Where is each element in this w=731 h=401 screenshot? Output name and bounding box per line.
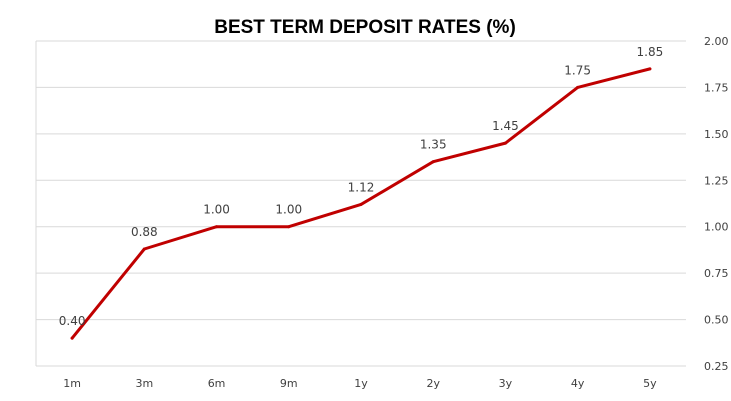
series-layer	[70, 67, 652, 340]
data-point	[70, 336, 74, 340]
x-tick-label: 4y	[571, 377, 585, 390]
y-tick-label: 0.75	[704, 267, 729, 280]
x-axis-ticks: 1m 3m 6m 9m 1y 2y 3y 4y 5y	[63, 377, 657, 390]
y-tick-label: 1.50	[704, 128, 729, 141]
y-tick-label: 0.50	[704, 314, 729, 327]
data-point	[215, 225, 219, 229]
data-labels: 0.40 0.88 1.00 1.00 1.12 1.35 1.45 1.75 1.85	[59, 45, 663, 328]
y-tick-label: 1.75	[704, 81, 729, 94]
chart-title: BEST TERM DEPOSIT RATES (%)	[214, 17, 516, 38]
y-tick-label: 0.25	[704, 360, 729, 373]
data-point	[503, 141, 507, 145]
x-tick-label: 1m	[63, 377, 81, 390]
data-label: 0.88	[131, 225, 158, 239]
data-point	[648, 67, 652, 71]
data-label: 0.40	[59, 314, 86, 328]
x-tick-label: 3m	[135, 377, 153, 390]
x-tick-label: 2y	[426, 377, 440, 390]
y-tick-label: 2.00	[704, 35, 729, 48]
data-point	[576, 85, 580, 89]
data-label: 1.45	[492, 119, 519, 133]
data-label: 1.75	[564, 63, 591, 77]
data-label: 1.00	[275, 203, 302, 217]
gridlines	[35, 40, 686, 367]
data-label: 1.12	[348, 180, 375, 194]
x-tick-label: 3y	[499, 377, 513, 390]
data-point	[287, 225, 291, 229]
x-tick-label: 9m	[280, 377, 298, 390]
data-point	[142, 247, 146, 251]
y-axis-ticks: 0.25 0.50 0.75 1.00 1.25 1.50 1.75 2.00	[704, 35, 729, 373]
data-point	[359, 202, 363, 206]
data-point	[431, 160, 435, 164]
data-label: 1.35	[420, 138, 447, 152]
data-label: 1.85	[637, 45, 664, 59]
x-tick-label: 1y	[354, 377, 368, 390]
y-tick-label: 1.25	[704, 174, 729, 187]
x-tick-label: 6m	[208, 377, 226, 390]
data-label: 1.00	[203, 203, 230, 217]
y-tick-label: 1.00	[704, 221, 729, 234]
x-tick-label: 5y	[643, 377, 657, 390]
